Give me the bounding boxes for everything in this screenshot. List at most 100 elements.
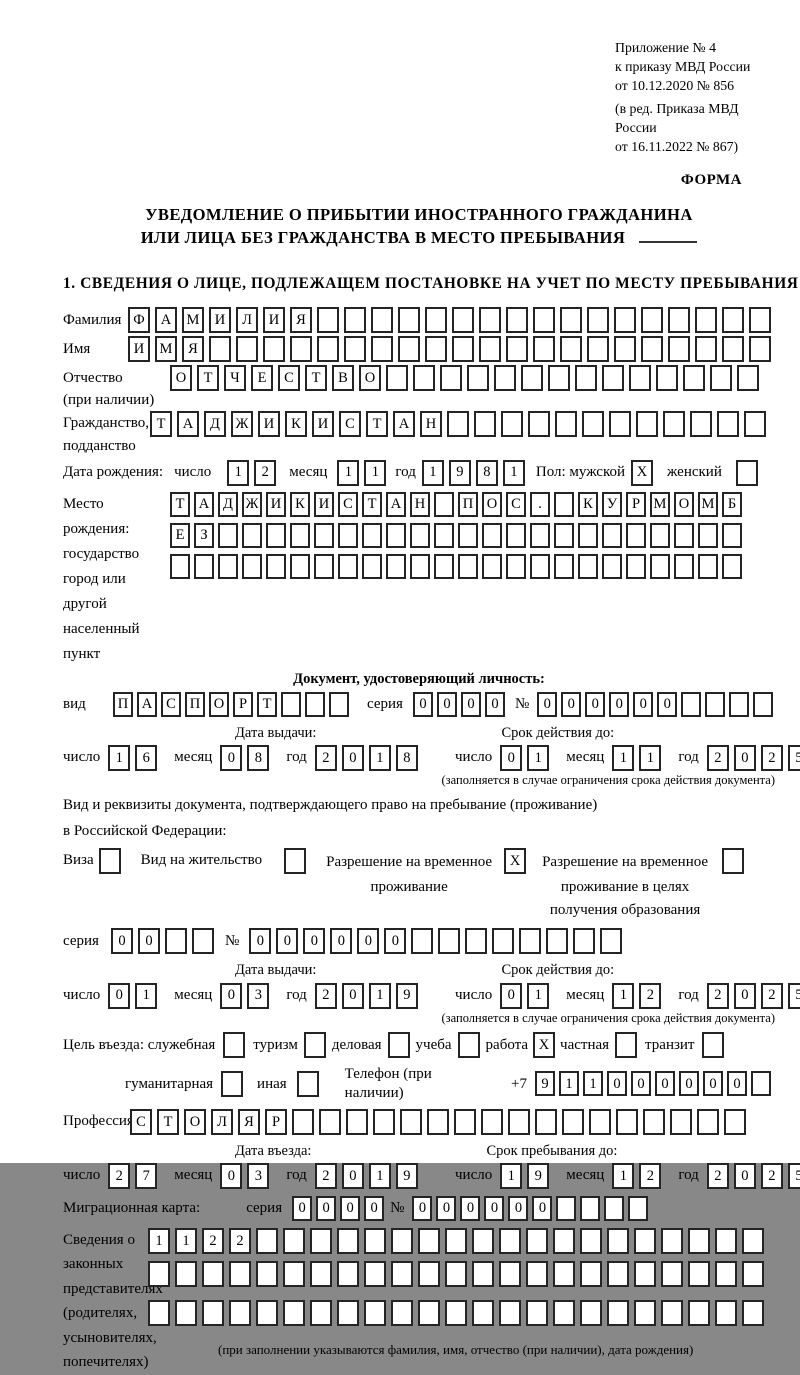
char-box[interactable]: 1 <box>364 459 387 486</box>
char-box[interactable]: Ж <box>242 491 262 517</box>
char-box[interactable]: Р <box>265 1108 287 1135</box>
char-box[interactable] <box>391 1260 413 1287</box>
char-box[interactable]: Д <box>204 410 226 437</box>
char-box[interactable] <box>391 1299 413 1326</box>
char-box[interactable]: М <box>650 491 670 517</box>
char-box[interactable]: Ж <box>231 410 253 437</box>
char-box[interactable]: 2 <box>760 744 783 771</box>
char-box[interactable] <box>242 522 262 548</box>
char-box[interactable] <box>688 1227 710 1254</box>
char-box[interactable]: 1 <box>612 982 635 1009</box>
char-box[interactable]: 1 <box>583 1071 603 1097</box>
purpose-other-checkbox[interactable] <box>296 1070 319 1097</box>
char-box[interactable] <box>418 1227 440 1254</box>
char-box[interactable]: 1 <box>612 1162 635 1189</box>
char-box[interactable]: Л <box>211 1108 233 1135</box>
char-box[interactable]: . <box>530 491 550 517</box>
char-box[interactable] <box>560 307 582 333</box>
char-box[interactable]: О <box>482 491 502 517</box>
char-box[interactable] <box>650 553 670 579</box>
char-box[interactable]: 2 <box>760 1162 783 1189</box>
char-box[interactable] <box>398 336 420 362</box>
char-box[interactable]: П <box>113 691 133 717</box>
char-box[interactable] <box>690 410 712 437</box>
char-box[interactable] <box>338 553 358 579</box>
char-box[interactable] <box>506 307 528 333</box>
char-box[interactable] <box>663 410 685 437</box>
char-box[interactable]: А <box>393 410 415 437</box>
char-box[interactable] <box>587 307 609 333</box>
char-box[interactable] <box>674 522 694 548</box>
char-box[interactable] <box>317 336 339 362</box>
char-box[interactable]: 0 <box>340 1195 361 1221</box>
char-box[interactable]: 2 <box>706 1162 729 1189</box>
char-box[interactable]: 2 <box>706 744 729 771</box>
char-box[interactable]: 1 <box>500 1162 523 1189</box>
char-box[interactable] <box>521 365 543 391</box>
char-box[interactable]: 2 <box>229 1227 251 1254</box>
char-box[interactable] <box>668 307 690 333</box>
char-box[interactable] <box>526 1227 548 1254</box>
char-box[interactable]: Т <box>157 1108 179 1135</box>
char-box[interactable] <box>607 1299 629 1326</box>
char-box[interactable]: 0 <box>585 691 606 717</box>
char-box[interactable] <box>661 1227 683 1254</box>
char-box[interactable] <box>364 1260 386 1287</box>
char-box[interactable] <box>499 1227 521 1254</box>
char-box[interactable]: 1 <box>421 459 444 486</box>
char-box[interactable] <box>371 307 393 333</box>
char-box[interactable] <box>373 1108 395 1135</box>
char-box[interactable] <box>575 365 597 391</box>
char-box[interactable] <box>242 553 262 579</box>
visa-checkbox[interactable] <box>98 847 121 874</box>
char-box[interactable]: 0 <box>292 1195 313 1221</box>
char-box[interactable] <box>266 553 286 579</box>
char-box[interactable]: 2 <box>202 1227 224 1254</box>
char-box[interactable] <box>698 553 718 579</box>
char-box[interactable] <box>609 410 631 437</box>
char-box[interactable] <box>749 336 771 362</box>
char-box[interactable]: 0 <box>561 691 582 717</box>
char-box[interactable] <box>338 522 358 548</box>
char-box[interactable]: 2 <box>108 1162 131 1189</box>
char-box[interactable]: 0 <box>703 1071 723 1097</box>
char-box[interactable]: 1 <box>337 459 360 486</box>
char-box[interactable]: Ч <box>224 365 246 391</box>
char-box[interactable]: 6 <box>135 744 158 771</box>
char-box[interactable]: О <box>209 691 229 717</box>
char-box[interactable]: 9 <box>535 1071 555 1097</box>
char-box[interactable]: 2 <box>314 744 337 771</box>
char-box[interactable]: 1 <box>227 459 250 486</box>
char-box[interactable]: 0 <box>330 928 353 955</box>
char-box[interactable]: 5 <box>787 744 800 771</box>
char-box[interactable] <box>236 336 258 362</box>
char-box[interactable]: С <box>130 1108 152 1135</box>
char-box[interactable] <box>364 1227 386 1254</box>
residence-permit-checkbox[interactable] <box>284 847 307 874</box>
char-box[interactable]: О <box>359 365 381 391</box>
char-box[interactable] <box>715 1299 737 1326</box>
char-box[interactable]: 0 <box>460 691 481 717</box>
char-box[interactable] <box>194 553 214 579</box>
char-box[interactable]: 1 <box>135 982 158 1009</box>
char-box[interactable] <box>683 365 705 391</box>
char-box[interactable] <box>634 1299 656 1326</box>
char-box[interactable] <box>614 307 636 333</box>
char-box[interactable] <box>452 336 474 362</box>
char-box[interactable]: Т <box>257 691 277 717</box>
char-box[interactable] <box>626 522 646 548</box>
purpose-work-checkbox[interactable]: X <box>533 1032 556 1059</box>
char-box[interactable]: 1 <box>502 459 525 486</box>
char-box[interactable]: Н <box>410 491 430 517</box>
char-box[interactable] <box>362 522 382 548</box>
char-box[interactable]: С <box>278 365 300 391</box>
char-box[interactable] <box>533 336 555 362</box>
char-box[interactable] <box>337 1227 359 1254</box>
char-box[interactable] <box>742 1299 764 1326</box>
purpose-business-checkbox[interactable] <box>387 1032 410 1059</box>
char-box[interactable] <box>607 1260 629 1287</box>
purpose-tourism-checkbox[interactable] <box>303 1032 326 1059</box>
char-box[interactable] <box>472 1299 494 1326</box>
char-box[interactable]: 0 <box>733 1162 756 1189</box>
char-box[interactable] <box>474 410 496 437</box>
